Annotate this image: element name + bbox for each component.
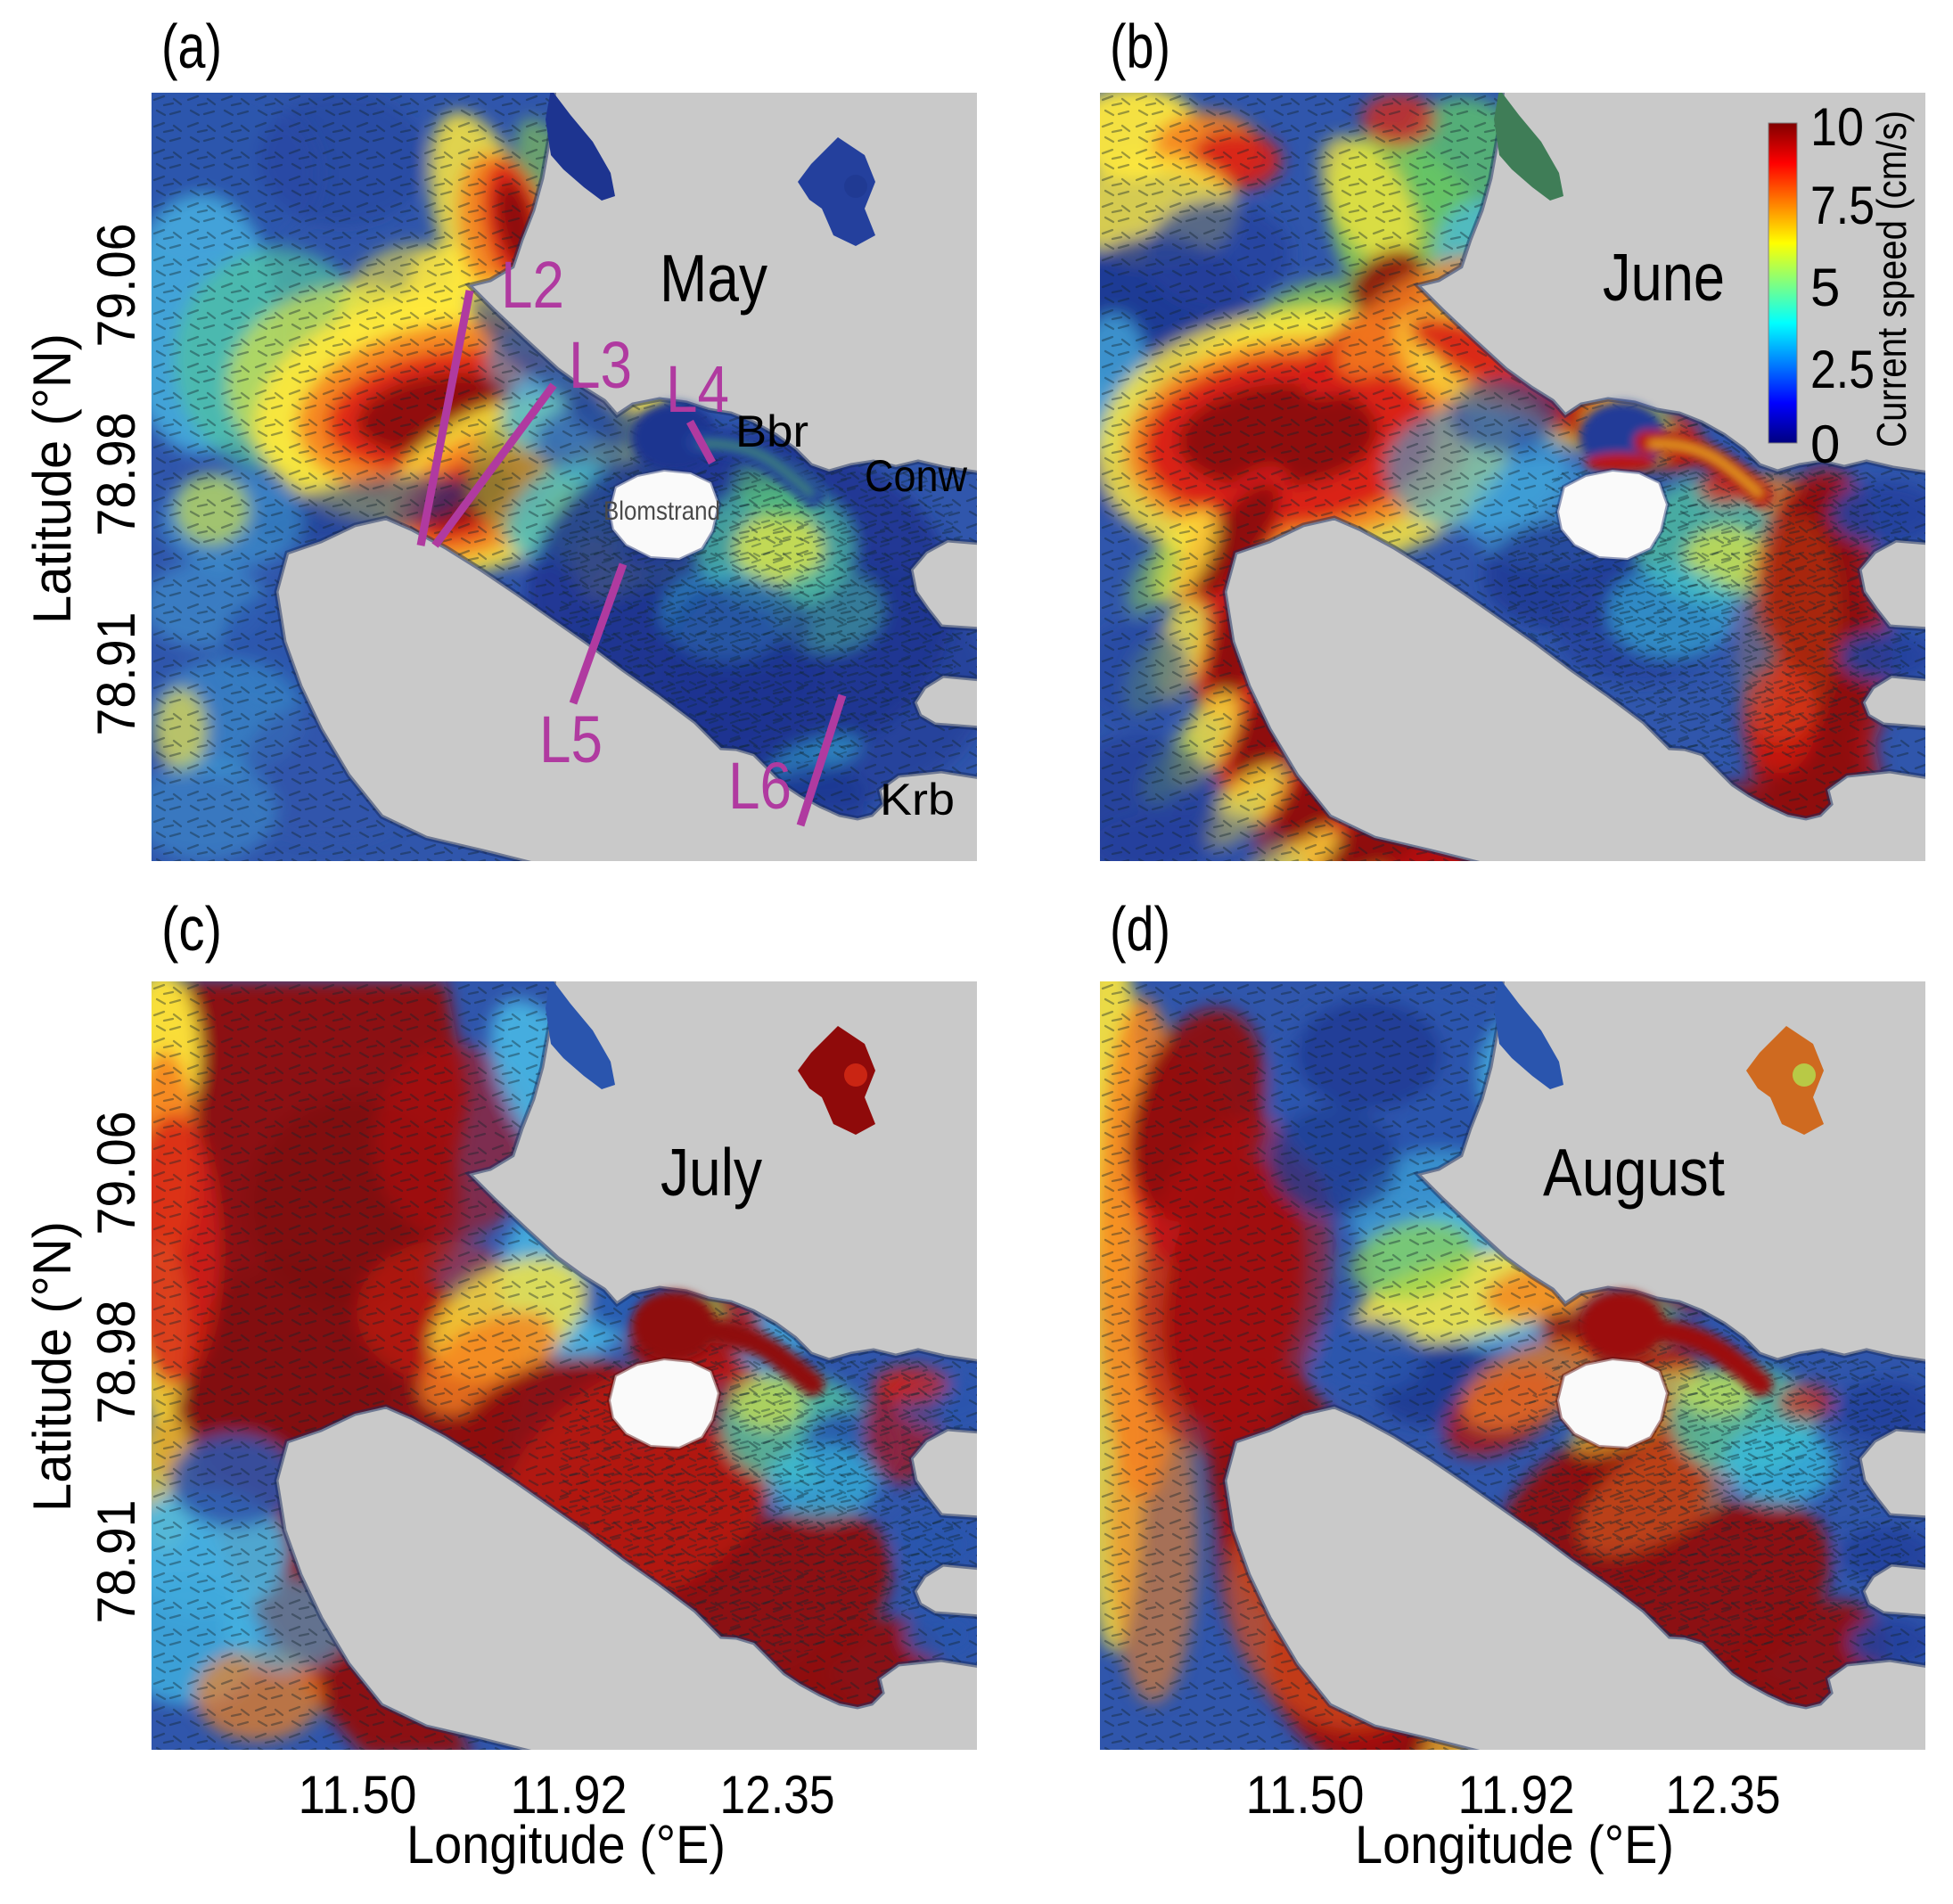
svg-text:Latitude (°N): Latitude (°N) xyxy=(22,1221,82,1512)
svg-text:78.91: 78.91 xyxy=(86,612,146,736)
svg-text:L6: L6 xyxy=(728,749,792,823)
svg-text:2.5: 2.5 xyxy=(1810,340,1875,399)
svg-text:Current speed (cm/s): Current speed (cm/s) xyxy=(1868,111,1915,447)
svg-text:78.98: 78.98 xyxy=(86,1301,146,1424)
svg-text:(c): (c) xyxy=(161,894,222,964)
svg-text:June: June xyxy=(1603,240,1725,315)
svg-text:Blomstrand: Blomstrand xyxy=(603,497,720,526)
svg-text:79.06: 79.06 xyxy=(86,1112,146,1235)
svg-text:12.35: 12.35 xyxy=(1666,1765,1781,1825)
svg-text:11.92: 11.92 xyxy=(1458,1765,1575,1825)
svg-text:L4: L4 xyxy=(666,352,729,426)
svg-text:(d): (d) xyxy=(1110,894,1170,964)
svg-text:79.06: 79.06 xyxy=(86,224,146,348)
svg-text:11.50: 11.50 xyxy=(299,1765,417,1825)
svg-text:Latitude (°N): Latitude (°N) xyxy=(22,333,82,624)
svg-text:Conw: Conw xyxy=(865,451,968,501)
svg-text:L5: L5 xyxy=(539,702,603,776)
svg-text:July: July xyxy=(661,1135,762,1210)
svg-text:L2: L2 xyxy=(501,248,564,322)
svg-text:11.92: 11.92 xyxy=(511,1765,628,1825)
svg-text:0: 0 xyxy=(1810,414,1840,474)
svg-text:May: May xyxy=(660,241,767,316)
svg-text:12.35: 12.35 xyxy=(720,1765,835,1825)
svg-text:7.5: 7.5 xyxy=(1810,176,1875,235)
svg-text:Longitude (°E): Longitude (°E) xyxy=(1355,1815,1674,1875)
svg-text:August: August xyxy=(1543,1135,1725,1210)
svg-text:Longitude (°E): Longitude (°E) xyxy=(406,1815,726,1875)
svg-text:78.98: 78.98 xyxy=(86,413,146,537)
svg-text:5: 5 xyxy=(1810,258,1840,317)
svg-text:Krb: Krb xyxy=(880,775,955,825)
svg-text:78.91: 78.91 xyxy=(86,1500,146,1624)
svg-text:10: 10 xyxy=(1810,97,1864,157)
svg-text:(a): (a) xyxy=(161,12,222,81)
svg-text:L3: L3 xyxy=(569,328,632,402)
svg-text:(b): (b) xyxy=(1110,12,1170,81)
svg-text:Bbr: Bbr xyxy=(735,406,808,456)
svg-text:11.50: 11.50 xyxy=(1246,1765,1365,1825)
